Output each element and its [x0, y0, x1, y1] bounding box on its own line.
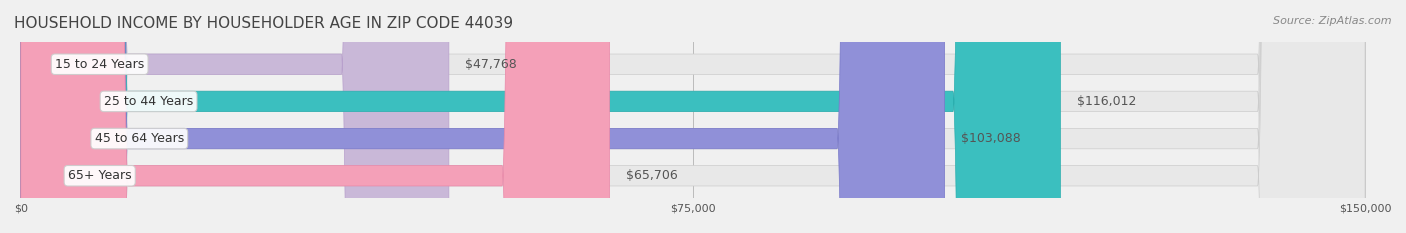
- FancyBboxPatch shape: [21, 0, 1365, 233]
- Text: 25 to 44 Years: 25 to 44 Years: [104, 95, 193, 108]
- Text: 15 to 24 Years: 15 to 24 Years: [55, 58, 145, 71]
- Text: $103,088: $103,088: [960, 132, 1021, 145]
- Text: $65,706: $65,706: [626, 169, 678, 182]
- FancyBboxPatch shape: [21, 0, 1365, 233]
- FancyBboxPatch shape: [21, 0, 449, 233]
- Text: 65+ Years: 65+ Years: [67, 169, 132, 182]
- FancyBboxPatch shape: [21, 0, 1365, 233]
- Text: Source: ZipAtlas.com: Source: ZipAtlas.com: [1274, 16, 1392, 26]
- Text: $116,012: $116,012: [1077, 95, 1136, 108]
- FancyBboxPatch shape: [21, 0, 1060, 233]
- FancyBboxPatch shape: [21, 0, 1365, 233]
- Text: 45 to 64 Years: 45 to 64 Years: [94, 132, 184, 145]
- Text: HOUSEHOLD INCOME BY HOUSEHOLDER AGE IN ZIP CODE 44039: HOUSEHOLD INCOME BY HOUSEHOLDER AGE IN Z…: [14, 16, 513, 31]
- FancyBboxPatch shape: [21, 0, 945, 233]
- Text: $47,768: $47,768: [465, 58, 517, 71]
- FancyBboxPatch shape: [21, 0, 610, 233]
